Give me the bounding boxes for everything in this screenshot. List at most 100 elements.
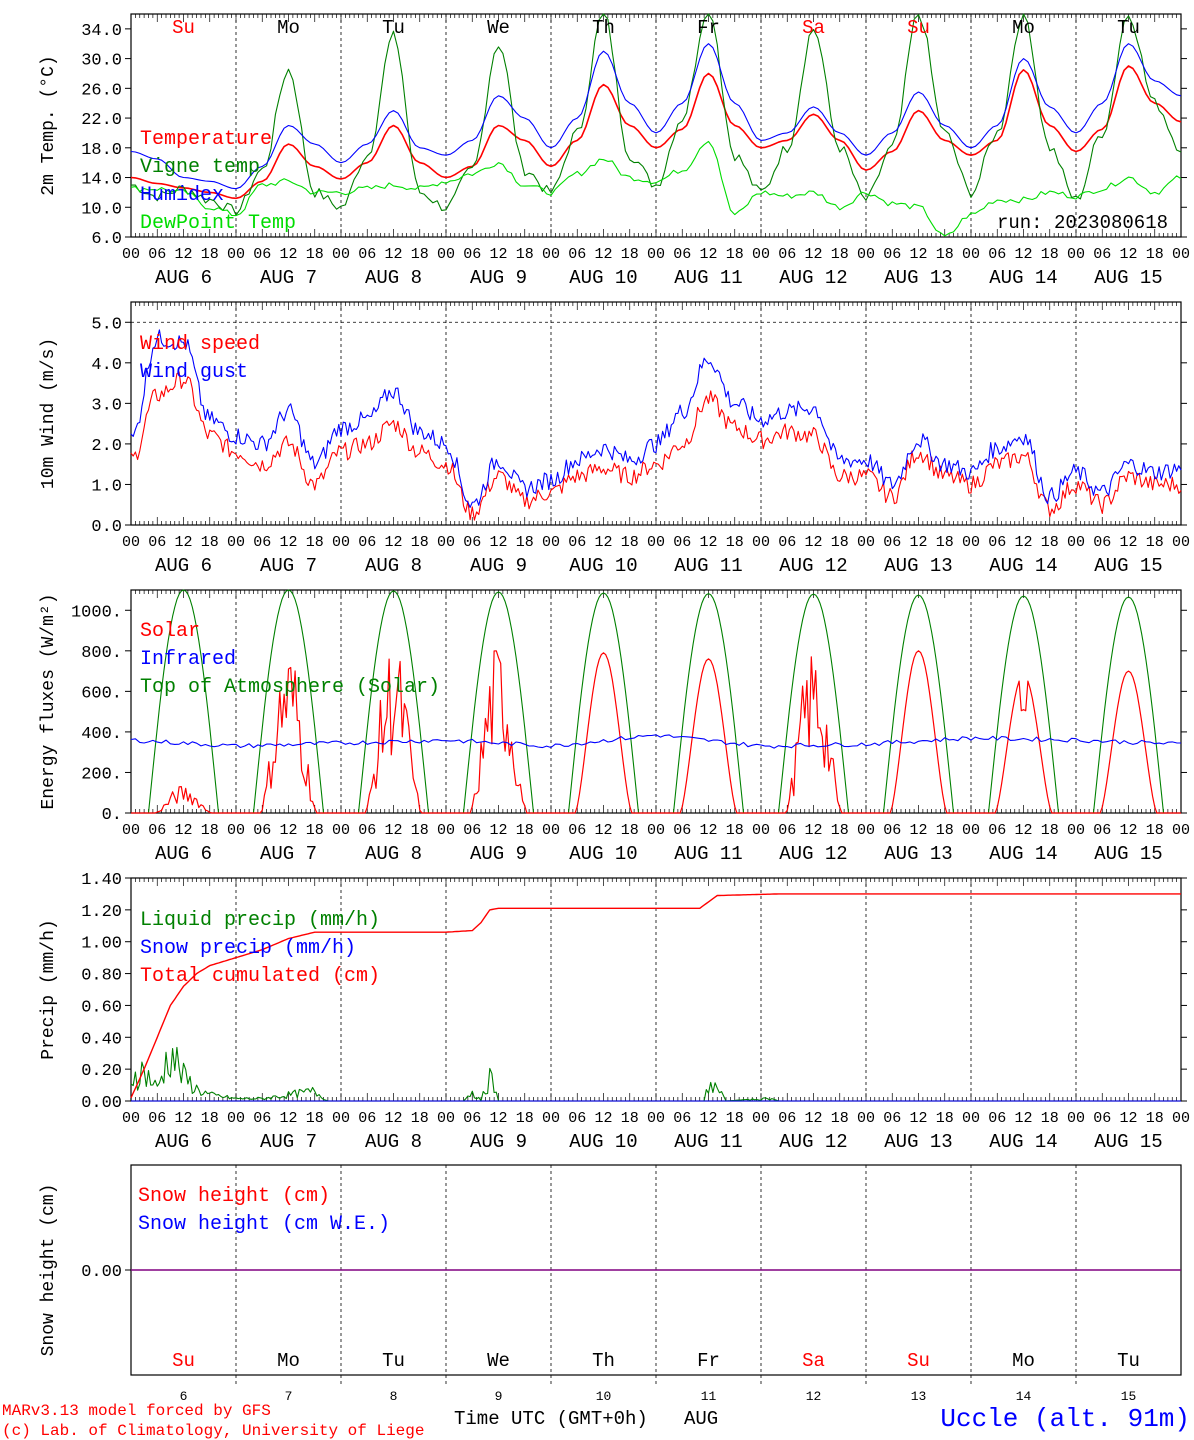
date-label: AUG 12 (779, 1131, 847, 1153)
legend-snow-precip-mm-h-: Snow precip (mm/h) (140, 937, 356, 960)
series-solar (131, 650, 1181, 814)
hour-tick-label: 00 (1067, 534, 1085, 551)
hour-tick-label: 12 (384, 822, 402, 839)
day-number: 8 (390, 1389, 398, 1404)
hour-tick-label: 12 (594, 1110, 612, 1127)
series-total-cumulated-cm- (130, 893, 1181, 1099)
hour-tick-label: 00 (437, 534, 455, 551)
date-label: AUG 9 (470, 267, 527, 289)
legend-infrared: Infrared (140, 648, 236, 671)
series-dewpoint-temp (130, 140, 1182, 237)
hour-tick-label: 00 (1172, 1110, 1190, 1127)
hour-tick-label: 12 (1014, 822, 1032, 839)
day-name-bottom: Mo (277, 1350, 300, 1372)
hour-tick-label: 18 (831, 1110, 849, 1127)
date-label: AUG 14 (989, 843, 1057, 865)
hour-tick-label: 18 (411, 1110, 429, 1127)
hour-tick-label: 18 (621, 1110, 639, 1127)
hour-tick-label: 06 (253, 246, 271, 263)
hour-tick-label: 18 (1146, 822, 1164, 839)
hour-tick-label: 18 (306, 246, 324, 263)
hour-tick-label: 12 (384, 534, 402, 551)
legend-solar: Solar (140, 620, 200, 643)
y-tick-label: 30.0 (81, 52, 122, 71)
y-axis-label: 10m Wind (m/s) (39, 338, 59, 489)
date-label: AUG 8 (365, 1131, 422, 1153)
hour-tick-label: 12 (699, 1110, 717, 1127)
hour-tick-label: 06 (253, 822, 271, 839)
date-label: AUG 15 (1094, 843, 1162, 865)
legend-vigne-temp: Vigne temp (140, 156, 260, 179)
day-name-bottom: We (487, 1350, 510, 1372)
date-label: AUG 13 (884, 267, 952, 289)
hour-tick-label: 18 (201, 534, 219, 551)
date-label: AUG 12 (779, 555, 847, 577)
hour-tick-label: 06 (883, 246, 901, 263)
legend-dewpoint-temp: DewPoint Temp (140, 212, 296, 235)
hour-tick-label: 00 (962, 822, 980, 839)
y-tick-label: 1000. (71, 603, 122, 622)
hour-tick-label: 12 (489, 822, 507, 839)
hour-tick-label: 06 (463, 246, 481, 263)
hour-tick-label: 06 (1093, 822, 1111, 839)
hour-tick-label: 00 (227, 822, 245, 839)
hour-tick-label: 00 (962, 246, 980, 263)
date-label: AUG 11 (674, 267, 742, 289)
day-number: 6 (180, 1389, 188, 1404)
hour-tick-label: 00 (542, 822, 560, 839)
series-liquid-precip-mm-h- (130, 1046, 1181, 1102)
date-label: AUG 8 (365, 555, 422, 577)
hour-tick-label: 12 (1119, 246, 1137, 263)
hour-tick-label: 00 (1067, 246, 1085, 263)
run-label: run: 2023080618 (997, 212, 1168, 234)
date-label: AUG 10 (569, 267, 637, 289)
hour-tick-label: 06 (148, 1110, 166, 1127)
date-label: AUG 12 (779, 267, 847, 289)
hour-tick-label: 18 (936, 1110, 954, 1127)
series-wind-gust (130, 329, 1182, 508)
y-tick-label: 5.0 (91, 315, 122, 334)
day-name-top: Th (592, 17, 615, 39)
hour-tick-label: 18 (306, 822, 324, 839)
day-name-top: Tu (382, 17, 405, 39)
day-name-top: Sa (802, 17, 825, 39)
series-infrared (130, 734, 1182, 749)
date-label: AUG 11 (674, 1131, 742, 1153)
hour-tick-label: 12 (174, 822, 192, 839)
day-name-bottom: Su (907, 1350, 930, 1372)
hour-tick-label: 18 (201, 822, 219, 839)
y-tick-label: 3.0 (91, 396, 122, 415)
date-label: AUG 7 (260, 555, 317, 577)
hour-tick-label: 12 (909, 822, 927, 839)
hour-tick-label: 06 (988, 534, 1006, 551)
date-label: AUG 9 (470, 1131, 527, 1153)
hour-tick-label: 06 (358, 246, 376, 263)
hour-tick-label: 12 (699, 534, 717, 551)
hour-tick-label: 06 (568, 534, 586, 551)
day-name-top: Su (907, 17, 930, 39)
hour-tick-label: 12 (909, 1110, 927, 1127)
legend-wind-speed: Wind speed (140, 333, 260, 356)
date-label: AUG 12 (779, 843, 847, 865)
hour-tick-label: 12 (279, 822, 297, 839)
hour-tick-label: 06 (883, 822, 901, 839)
hour-tick-label: 18 (831, 534, 849, 551)
hour-tick-label: 06 (778, 246, 796, 263)
date-label: AUG 13 (884, 555, 952, 577)
hour-tick-label: 12 (1014, 246, 1032, 263)
x-axis-month: AUG (684, 1408, 718, 1430)
hour-tick-label: 18 (621, 822, 639, 839)
day-name-bottom: Fr (697, 1350, 720, 1372)
hour-tick-label: 18 (1146, 1110, 1164, 1127)
y-tick-label: 22.0 (81, 111, 122, 130)
hour-tick-label: 00 (1172, 246, 1190, 263)
date-label: AUG 6 (155, 1131, 212, 1153)
hour-tick-label: 18 (516, 822, 534, 839)
y-tick-label: 600. (81, 684, 122, 703)
hour-tick-label: 00 (122, 822, 140, 839)
y-tick-label: 10.0 (81, 200, 122, 219)
hour-tick-label: 12 (909, 246, 927, 263)
hour-tick-label: 12 (594, 246, 612, 263)
hour-tick-label: 06 (1093, 246, 1111, 263)
